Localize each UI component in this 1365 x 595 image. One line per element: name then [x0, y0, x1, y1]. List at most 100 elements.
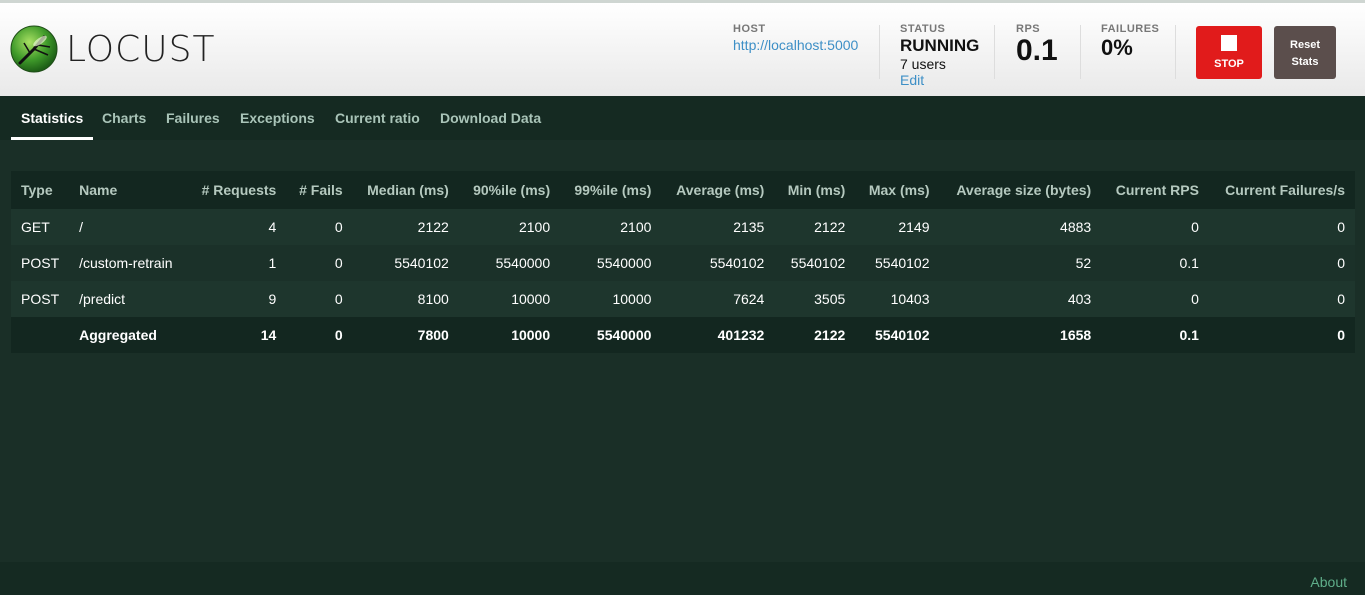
tab-failures[interactable]: Failures — [166, 110, 220, 126]
cell: 10403 — [855, 281, 940, 317]
column-header[interactable]: Min (ms) — [774, 171, 856, 209]
failures-value: 0% — [1101, 35, 1133, 60]
cell: 10000 — [458, 281, 561, 317]
edit-link[interactable]: Edit — [900, 72, 925, 88]
cell: 0.1 — [1101, 245, 1209, 281]
cell-type: GET — [11, 209, 70, 245]
tab-download-data[interactable]: Download Data — [440, 110, 542, 126]
divider — [879, 25, 880, 79]
stop-icon — [1221, 35, 1237, 51]
column-header[interactable]: Current Failures/s — [1208, 171, 1355, 209]
tab-statistics[interactable]: Statistics — [11, 110, 94, 140]
cell: 0 — [1208, 209, 1355, 245]
cell: 5540102 — [855, 245, 940, 281]
cell: 0 — [286, 281, 353, 317]
host-block: HOST http://localhost:5000 — [733, 23, 858, 53]
cell: 2100 — [458, 209, 561, 245]
cell: 2122 — [774, 317, 856, 353]
cell: 7624 — [661, 281, 775, 317]
cell: 5540102 — [855, 317, 940, 353]
user-count: 7 users — [900, 56, 946, 72]
table-header-row: Type Name # Requests # Fails Median (ms)… — [11, 171, 1355, 209]
column-header[interactable]: Median (ms) — [352, 171, 459, 209]
logo[interactable]: LOCUST — [10, 25, 215, 73]
cell: 10000 — [560, 281, 662, 317]
locust-logo-icon — [10, 25, 58, 73]
host-link[interactable]: http://localhost:5000 — [733, 37, 859, 53]
cell: 5540000 — [560, 317, 662, 353]
host-label: HOST — [733, 23, 766, 35]
failures-block: FAILURES 0% — [1101, 23, 1159, 61]
reset-label-stats: Stats — [1291, 56, 1319, 68]
tab-current-ratio[interactable]: Current ratio — [335, 110, 420, 126]
column-header[interactable]: Average size (bytes) — [939, 171, 1102, 209]
cell-name: /custom-retrain — [69, 245, 188, 281]
failures-label: FAILURES — [1101, 23, 1160, 35]
column-header[interactable]: 90%ile (ms) — [458, 171, 561, 209]
cell-name: Aggregated — [69, 317, 188, 353]
cell: 4883 — [939, 209, 1102, 245]
column-header[interactable]: # Requests — [187, 171, 287, 209]
divider — [1175, 25, 1176, 79]
cell-type: POST — [11, 281, 70, 317]
reset-stats-button[interactable]: Reset Stats — [1274, 26, 1336, 79]
tab-charts[interactable]: Charts — [102, 110, 147, 126]
cell: 0.1 — [1101, 317, 1209, 353]
rps-block: RPS 0.1 — [1016, 23, 1058, 67]
tab-exceptions[interactable]: Exceptions — [240, 110, 315, 126]
cell: 2122 — [352, 209, 459, 245]
column-header[interactable]: Name — [69, 171, 188, 209]
cell: 10000 — [458, 317, 561, 353]
divider — [994, 25, 995, 79]
cell: 0 — [286, 209, 353, 245]
cell: 0 — [1101, 209, 1209, 245]
cell: 1658 — [939, 317, 1102, 353]
cell: 401232 — [661, 317, 775, 353]
cell: 2135 — [661, 209, 775, 245]
about-link[interactable]: About — [1310, 574, 1347, 590]
cell: 9 — [187, 281, 287, 317]
table-row: POST /custom-retrain 1 0 5540102 5540000… — [11, 245, 1355, 281]
status-label: STATUS — [900, 23, 946, 35]
column-header[interactable]: Type — [11, 171, 70, 209]
stop-button[interactable]: STOP — [1196, 26, 1262, 79]
cell: 5540102 — [774, 245, 856, 281]
cell: 5540102 — [661, 245, 775, 281]
aggregated-row: Aggregated 14 0 7800 10000 5540000 40123… — [11, 317, 1355, 353]
cell: 2100 — [560, 209, 662, 245]
divider — [1080, 25, 1081, 79]
status-value: RUNNING — [900, 36, 980, 55]
cell: 0 — [1101, 281, 1209, 317]
status-block: STATUS RUNNING 7 users Edit — [900, 23, 979, 88]
footer: About — [0, 562, 1365, 595]
stop-label: STOP — [1214, 58, 1244, 70]
column-header[interactable]: Max (ms) — [855, 171, 940, 209]
cell-name: / — [69, 209, 188, 245]
cell: 0 — [286, 317, 353, 353]
cell: 2149 — [855, 209, 940, 245]
rps-label: RPS — [1016, 23, 1041, 35]
cell: 0 — [1208, 281, 1355, 317]
column-header[interactable]: Current RPS — [1101, 171, 1209, 209]
cell: 0 — [1208, 245, 1355, 281]
cell: 4 — [187, 209, 287, 245]
reset-label: Reset — [1290, 39, 1320, 51]
tab-bar: Statistics Charts Failures Exceptions Cu… — [0, 96, 1365, 140]
cell: 8100 — [352, 281, 459, 317]
stats-table: Type Name # Requests # Fails Median (ms)… — [11, 171, 1355, 353]
cell: 52 — [939, 245, 1102, 281]
cell-name: /predict — [69, 281, 188, 317]
column-header[interactable]: # Fails — [286, 171, 353, 209]
header-bar: LOCUST HOST http://localhost:5000 STATUS… — [0, 0, 1365, 96]
cell: 2122 — [774, 209, 856, 245]
column-header[interactable]: 99%ile (ms) — [560, 171, 662, 209]
column-header[interactable]: Average (ms) — [661, 171, 775, 209]
table-row: GET / 4 0 2122 2100 2100 2135 2122 2149 … — [11, 209, 1355, 245]
cell: 5540000 — [458, 245, 561, 281]
rps-value: 0.1 — [1016, 34, 1058, 67]
cell: 0 — [1208, 317, 1355, 353]
cell: 5540000 — [560, 245, 662, 281]
cell: 403 — [939, 281, 1102, 317]
cell-type: POST — [11, 245, 70, 281]
app-name: LOCUST — [66, 28, 216, 70]
